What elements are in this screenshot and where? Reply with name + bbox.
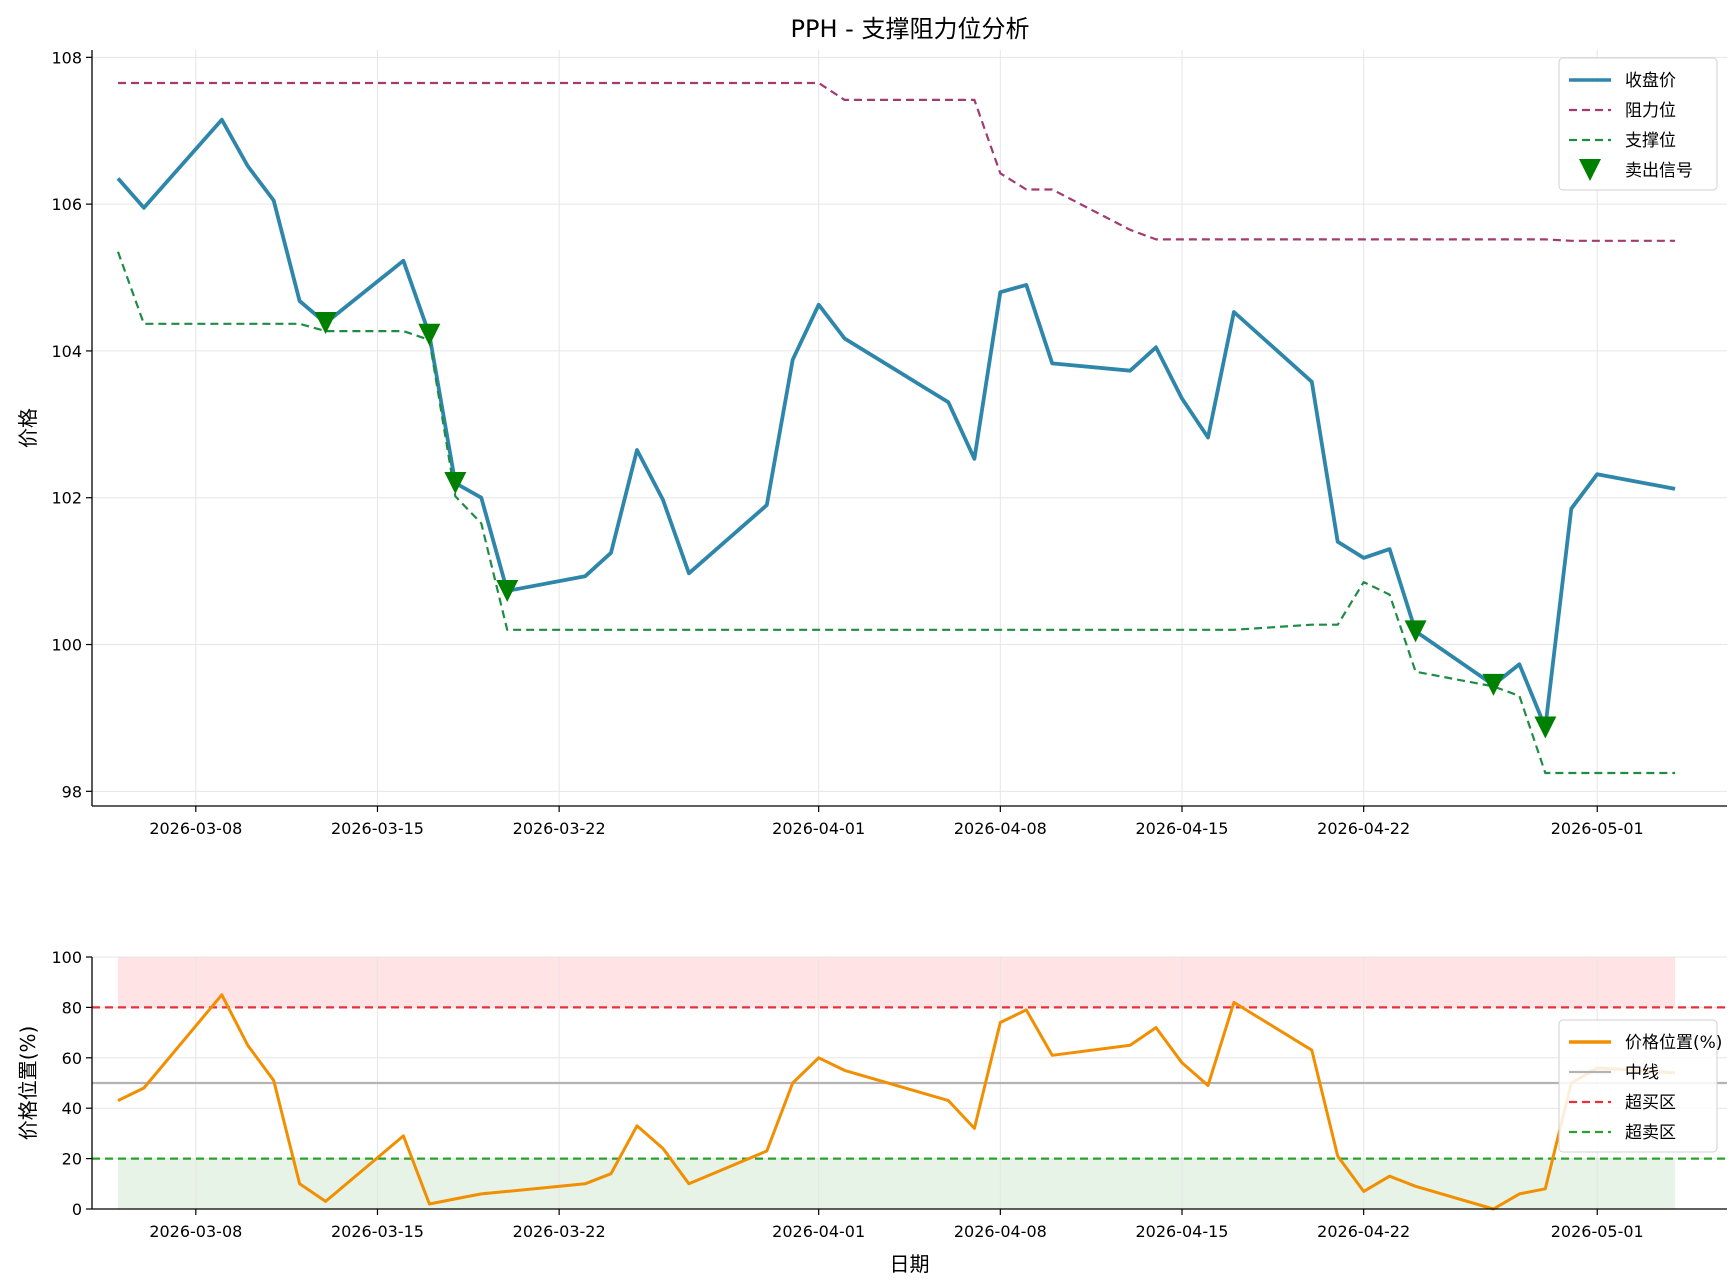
price-legend-label-0: 收盘价 bbox=[1625, 71, 1676, 91]
position-xtick-label-0: 2026-03-08 bbox=[149, 1222, 242, 1241]
position-xtick-label-6: 2026-04-22 bbox=[1317, 1222, 1410, 1241]
price-ytick-label-2: 102 bbox=[51, 489, 82, 508]
position-xtick-label-7: 2026-05-01 bbox=[1551, 1222, 1644, 1241]
position-legend-label-3: 超卖区 bbox=[1625, 1123, 1676, 1143]
position-panel: 2026-03-08 2026-03-15 2026-03-22 2026-04-01… bbox=[16, 948, 1727, 1276]
price-series-0 bbox=[116, 117, 1676, 730]
price-xtick-label-4: 2026-04-08 bbox=[954, 819, 1047, 838]
position-legend-label-1: 中线 bbox=[1625, 1063, 1659, 1083]
price-sell-signal-2 bbox=[444, 472, 467, 495]
price-xtick-label-7: 2026-05-01 bbox=[1551, 819, 1644, 838]
position-series-0 bbox=[117, 993, 1676, 1211]
position-ytick-label-4: 80 bbox=[62, 998, 82, 1017]
price-sell-signal-0 bbox=[314, 312, 337, 335]
price-legend-swatch-3 bbox=[1579, 159, 1601, 181]
position-legend-box bbox=[1558, 1019, 1718, 1153]
position-xtick-label-3: 2026-04-01 bbox=[772, 1222, 865, 1241]
position-legend-label-0: 价格位置(%) bbox=[1625, 1033, 1722, 1053]
price-sell-signal-4 bbox=[1404, 620, 1427, 643]
price-xtick-label-5: 2026-04-15 bbox=[1136, 819, 1229, 838]
price-legend-label-1: 阻力位 bbox=[1625, 101, 1676, 121]
price-ytick-label-4: 106 bbox=[51, 195, 82, 214]
position-xtick-label-1: 2026-03-15 bbox=[331, 1222, 424, 1241]
position-band-0 bbox=[117, 957, 1676, 1008]
chart-title: PPH - 支撑阻力位分析 bbox=[791, 15, 1030, 43]
price-xtick-label-3: 2026-04-01 bbox=[772, 819, 865, 838]
price-series-2 bbox=[116, 251, 1676, 775]
position-band-1 bbox=[117, 1158, 1676, 1209]
position-xtick-label-4: 2026-04-08 bbox=[954, 1222, 1047, 1241]
price-xtick-label-0: 2026-03-08 bbox=[149, 819, 242, 838]
price-xtick-label-2: 2026-03-22 bbox=[513, 819, 606, 838]
price-ytick-label-3: 104 bbox=[51, 342, 82, 361]
price-ytick-label-5: 108 bbox=[51, 48, 82, 67]
position-ytick-label-3: 60 bbox=[62, 1049, 82, 1068]
price-xtick-label-1: 2026-03-15 bbox=[331, 819, 424, 838]
price-legend-label-3: 卖出信号 bbox=[1625, 161, 1693, 181]
position-xlabel: 日期 bbox=[890, 1252, 930, 1276]
position-ytick-label-0: 0 bbox=[72, 1200, 82, 1219]
position-ytick-label-2: 40 bbox=[62, 1099, 82, 1118]
position-xtick-label-2: 2026-03-22 bbox=[513, 1222, 606, 1241]
position-xtick-label-5: 2026-04-15 bbox=[1136, 1222, 1229, 1241]
price-ylabel: 价格 bbox=[16, 408, 40, 448]
price-ytick-label-0: 98 bbox=[62, 782, 82, 801]
price-panel: 2026-03-08 2026-03-15 2026-03-22 2026-04-01… bbox=[16, 48, 1727, 838]
position-ytick-label-1: 20 bbox=[62, 1150, 82, 1169]
position-ylabel: 价格位置(%) bbox=[16, 1026, 40, 1141]
price-legend-box bbox=[1558, 57, 1718, 191]
position-legend-label-2: 超买区 bbox=[1625, 1093, 1676, 1113]
price-sell-signal-6 bbox=[1534, 716, 1557, 739]
price-legend-label-2: 支撑位 bbox=[1625, 131, 1676, 151]
price-series-1 bbox=[118, 81, 1676, 242]
position-ytick-label-5: 100 bbox=[51, 948, 82, 967]
price-sell-signal-5 bbox=[1482, 673, 1505, 696]
price-sell-signal-3 bbox=[496, 579, 519, 602]
price-ytick-label-1: 100 bbox=[51, 636, 82, 655]
price-sell-signal-1 bbox=[418, 323, 441, 346]
price-xtick-label-6: 2026-04-22 bbox=[1317, 819, 1410, 838]
